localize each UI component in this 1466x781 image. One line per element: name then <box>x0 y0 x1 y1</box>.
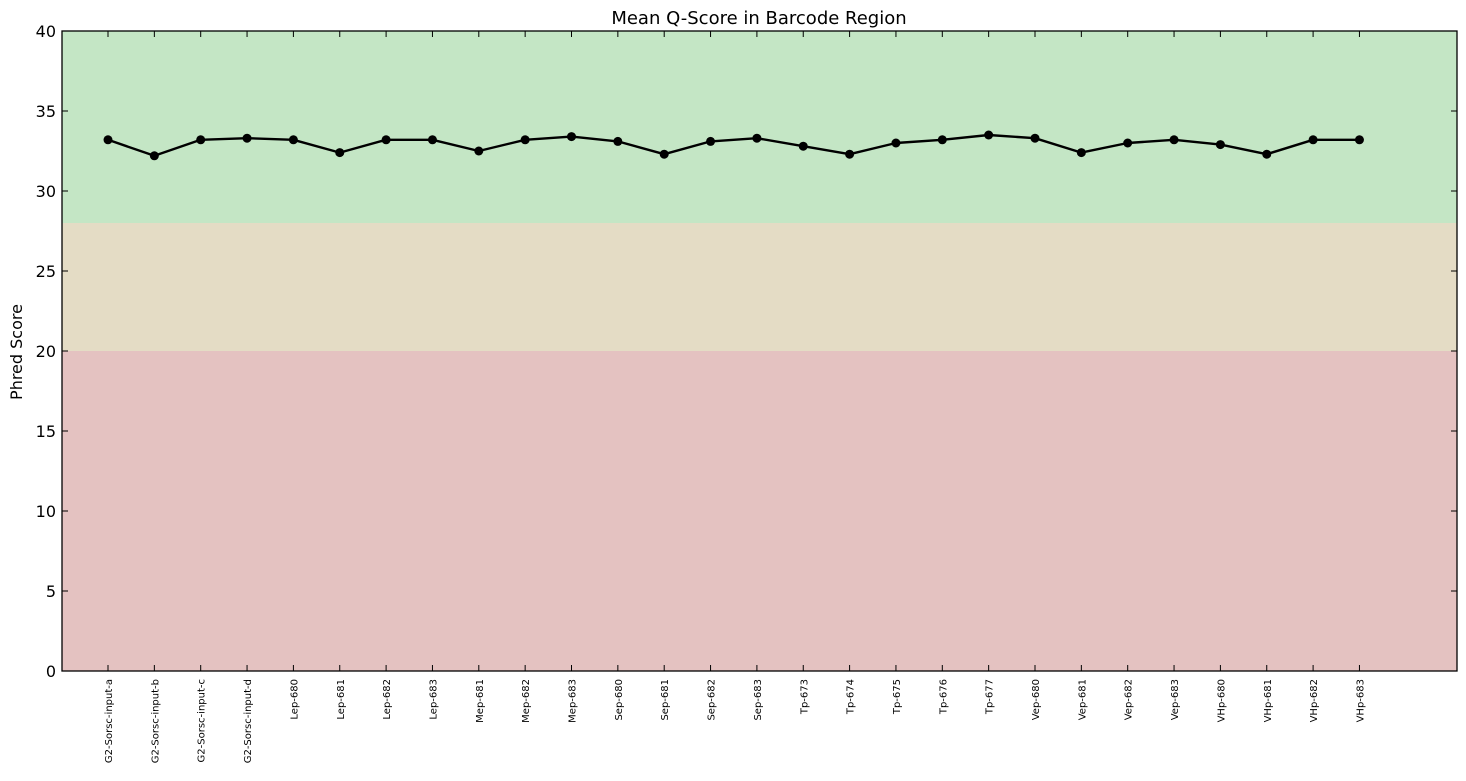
data-point <box>196 135 206 145</box>
x-tick-label: Mep-683 <box>568 679 579 723</box>
series-line <box>107 133 1360 158</box>
x-tick-label: VHp-680 <box>1216 679 1227 722</box>
y-axis-ticks: 0 5 10 15 20 25 30 35 40 <box>36 22 1457 681</box>
x-tick-label: Sep-683 <box>753 679 764 721</box>
y-tick-label: 35 <box>36 102 56 121</box>
x-tick-label: G2-Sorsc-input-b <box>150 679 161 763</box>
x-tick-label: VHp-682 <box>1309 679 1320 722</box>
y-tick-label: 25 <box>36 262 56 281</box>
data-point <box>752 133 762 143</box>
x-tick-label: Sep-681 <box>660 679 671 721</box>
x-tick-label: Vep-680 <box>1031 679 1042 720</box>
x-tick-label: G2-Sorsc-input-c <box>197 679 208 762</box>
y-tick-label: 30 <box>36 182 56 201</box>
x-tick-label: Tp-674 <box>846 679 857 715</box>
data-point <box>520 135 530 145</box>
data-point <box>1262 149 1272 159</box>
x-tick-label: VHp-681 <box>1263 679 1274 722</box>
x-tick-label: Mep-681 <box>475 679 486 723</box>
x-tick-label: Tp-677 <box>985 679 996 715</box>
data-point <box>1123 138 1133 148</box>
y-tick-label: 10 <box>36 502 56 521</box>
x-axis-ticks: G2-Sorsc-input-a G2-Sorsc-input-b G2-Sorsc… <box>104 31 1366 763</box>
band-1 <box>62 223 1457 351</box>
data-point <box>474 146 484 156</box>
x-tick-label: G2-Sorsc-input-d <box>243 679 254 763</box>
y-tick-label: 5 <box>46 582 56 601</box>
data-point <box>335 148 345 158</box>
y-tick-label: 15 <box>36 422 56 441</box>
data-point <box>381 135 391 145</box>
background-bands <box>62 31 1457 671</box>
data-point <box>427 135 437 145</box>
data-point <box>149 151 159 161</box>
x-tick-label: Lep-683 <box>428 679 439 720</box>
data-point <box>984 130 994 140</box>
y-tick-label: 0 <box>46 662 56 681</box>
data-point <box>288 135 298 145</box>
y-tick-label: 40 <box>36 22 56 41</box>
data-point <box>1354 135 1364 145</box>
x-tick-label: Vep-683 <box>1170 679 1181 720</box>
data-point <box>1076 148 1086 158</box>
x-tick-label: Sep-682 <box>707 679 718 721</box>
band-2 <box>62 31 1457 223</box>
data-point <box>567 132 576 142</box>
x-tick-label: Tp-676 <box>938 679 949 715</box>
y-tick-label: 20 <box>36 342 56 361</box>
data-point <box>891 138 901 148</box>
data-point <box>242 133 252 143</box>
x-tick-label: Tp-675 <box>892 679 903 715</box>
data-point <box>613 136 623 146</box>
data-point <box>706 136 716 146</box>
data-point <box>659 149 669 159</box>
series-group <box>103 130 1364 161</box>
x-tick-label: Sep-680 <box>614 679 625 721</box>
band-0 <box>62 351 1457 671</box>
chart-title: Mean Q-Score in Barcode Region <box>611 8 906 29</box>
plot-frame <box>61 30 1458 672</box>
y-axis-label: Phred Score <box>7 304 26 400</box>
x-tick-label: Mep-682 <box>521 679 532 723</box>
x-tick-label: VHp-683 <box>1355 679 1366 722</box>
x-tick-label: G2-Sorsc-input-a <box>104 679 115 763</box>
x-tick-label: Vep-682 <box>1124 679 1135 720</box>
x-tick-label: Lep-681 <box>336 679 347 720</box>
data-point <box>1169 135 1179 145</box>
data-point <box>1308 135 1318 145</box>
data-point <box>1215 140 1225 150</box>
data-point <box>845 149 855 159</box>
x-tick-label: Lep-682 <box>382 679 393 720</box>
data-point <box>103 135 113 145</box>
x-tick-label: Lep-680 <box>289 679 300 720</box>
data-point <box>1030 133 1040 143</box>
x-tick-label: Vep-681 <box>1077 679 1088 720</box>
x-tick-label: Tp-673 <box>799 679 810 715</box>
data-point <box>798 141 808 151</box>
data-point <box>937 135 947 145</box>
